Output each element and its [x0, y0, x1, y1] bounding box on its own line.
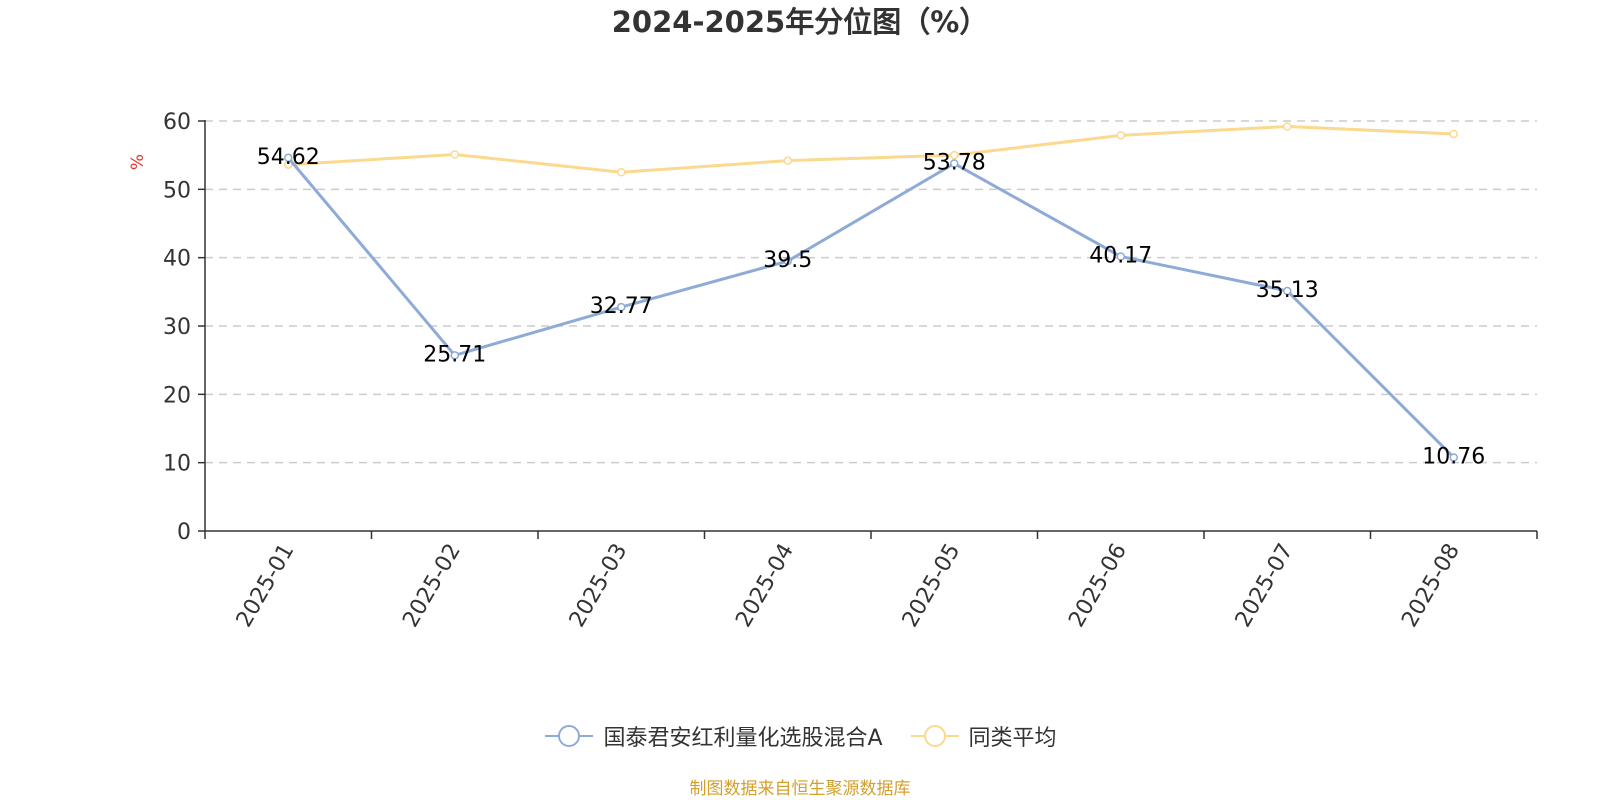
data-source-note: 制图数据来自恒生聚源数据库	[689, 779, 911, 799]
x-tick-label-2025-07: 2025-07	[1231, 540, 1299, 632]
data-point-s1-6	[1283, 122, 1292, 131]
data-point-s0-7	[1449, 453, 1458, 462]
x-tick-label-2025-04: 2025-04	[731, 540, 799, 632]
data-labels: 54.62 25.71 32.77 39.5 53.78 40.17 35.13 10.76	[257, 145, 1485, 470]
legend-label-category-average: 同类平均	[968, 726, 1057, 751]
data-point-s0-2	[617, 302, 626, 312]
data-point-s1-4	[950, 150, 959, 160]
legend-label-fund: 国泰君安红利量化选股混合A	[603, 726, 883, 751]
legend-item-category-average[interactable]: 同类平均	[909, 720, 1057, 752]
series-line-0	[286, 156, 1456, 459]
y-tick-label-30: 30	[163, 315, 191, 340]
data-point-s0-1	[450, 351, 459, 360]
x-tick-label-2025-08: 2025-08	[1397, 540, 1465, 632]
series-line-1	[286, 124, 1456, 174]
y-axis-title: %	[128, 154, 148, 170]
legend-swatch-average-icon	[910, 725, 959, 747]
legend-item-fund[interactable]: 国泰君安红利量化选股混合A	[543, 720, 883, 752]
data-point-s1-7	[1449, 129, 1458, 139]
y-tick-label-0: 0	[177, 520, 191, 545]
data-label-5: 40.17	[1089, 244, 1152, 269]
chart-title: 2024-2025年分位图（%）	[611, 5, 989, 39]
data-label-4: 53.78	[923, 151, 986, 176]
data-point-s0-5	[1116, 252, 1125, 261]
y-tick-label-60: 60	[163, 110, 191, 135]
axes: 0 10 20 30 40 50 60 2025-01 2025-02 2025-03 2025-0…	[163, 110, 1538, 632]
grid-lines	[205, 120, 1537, 464]
data-label-6: 35.13	[1256, 278, 1319, 303]
data-point-s0-6	[1283, 286, 1292, 296]
data-point-s1-3	[783, 156, 792, 165]
y-tick-label-50: 50	[163, 178, 191, 203]
data-label-1: 25.71	[423, 342, 486, 367]
data-point-s1-5	[1116, 131, 1125, 140]
series-lines	[284, 122, 1458, 462]
x-tick-label-2025-03: 2025-03	[565, 540, 633, 632]
data-point-s0-4	[950, 159, 959, 168]
data-label-3: 39.5	[763, 248, 812, 273]
data-point-s0-0	[284, 153, 293, 163]
y-tick-label-40: 40	[163, 247, 191, 272]
data-label-0: 54.62	[257, 145, 320, 170]
x-tick-label-2025-02: 2025-02	[398, 540, 466, 632]
data-point-s0-3	[783, 256, 792, 266]
data-label-2: 32.77	[590, 294, 653, 319]
x-tick-label-2025-01: 2025-01	[232, 540, 300, 632]
x-tick-label-2025-06: 2025-06	[1064, 540, 1132, 632]
x-tick-label-2025-05: 2025-05	[898, 540, 966, 632]
data-point-s1-2	[617, 168, 626, 177]
legend-swatch-fund-icon	[545, 725, 594, 747]
y-tick-label-20: 20	[163, 383, 191, 408]
data-point-s1-1	[450, 150, 459, 159]
legend: 国泰君安红利量化选股混合A 同类平均	[0, 718, 1600, 754]
y-tick-label-10: 10	[163, 452, 191, 477]
data-label-7: 10.76	[1422, 444, 1485, 469]
